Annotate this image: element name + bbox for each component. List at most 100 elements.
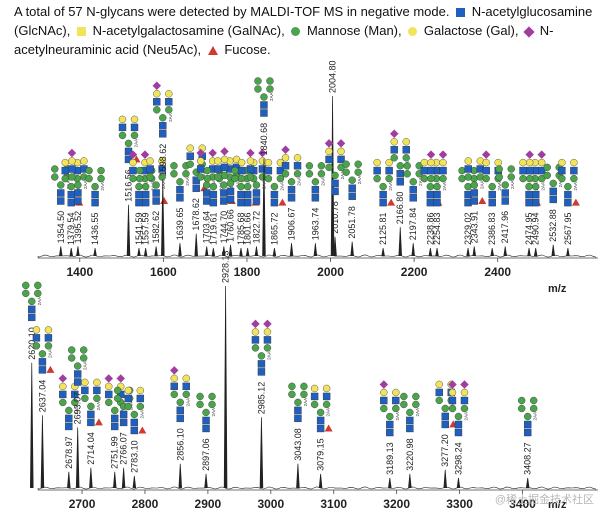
galactose-residue <box>558 158 566 167</box>
glcnac-residue <box>294 414 302 423</box>
mannose-residue <box>51 173 59 181</box>
x-tick-label: 2800 <box>132 497 159 511</box>
glcnac-residue <box>260 109 268 117</box>
neu5ac-residue <box>196 148 205 158</box>
linkage-label: 2AA <box>320 177 325 186</box>
linkage-label: 2AA <box>388 182 393 191</box>
legend-text: A total of 57 N-glycans were detected by… <box>14 4 454 19</box>
galactose-residue <box>526 158 534 167</box>
mannose-residue <box>264 174 273 183</box>
glcnac-residue <box>57 197 65 205</box>
glcnac-residue <box>270 190 279 199</box>
mannose-residue <box>526 174 534 183</box>
mannose-residue <box>135 182 143 191</box>
glcnac-residue <box>124 394 133 403</box>
glcnac-residue <box>379 190 387 199</box>
glcnac-residue <box>220 189 228 197</box>
glcnac-residue <box>379 198 387 207</box>
peak-mz-label: 2567.95 <box>563 212 573 245</box>
galactose-residue <box>325 147 333 156</box>
mannose-residue <box>532 182 540 191</box>
glcnac-residue <box>402 146 410 154</box>
glcnac-residue <box>380 396 388 405</box>
glcnac-residue <box>65 414 73 423</box>
glcnac-residue <box>135 198 143 207</box>
glcnac-residue <box>433 190 441 199</box>
neu5ac-residue <box>438 150 448 159</box>
glcnac-residue <box>74 197 82 205</box>
mannose-residue <box>203 166 212 175</box>
galactose-residue <box>322 384 331 393</box>
x-tick-label: 2400 <box>484 265 511 279</box>
mannose-residue <box>300 382 308 391</box>
glcnac-residue <box>420 166 429 175</box>
glcnac-residue <box>331 179 339 188</box>
glcnac-residue <box>135 190 143 199</box>
x-axis-title: m/z <box>548 283 567 295</box>
mannose-residue <box>170 390 178 399</box>
linkage-label: 2AA <box>161 180 166 189</box>
glcnac-residue <box>220 163 229 172</box>
spectrum-peak <box>490 247 494 257</box>
glcnac-residue <box>81 386 89 395</box>
peak-mz-label: 1963.74 <box>310 208 320 241</box>
mannose-residue <box>311 178 320 186</box>
mannose-residue <box>209 182 218 191</box>
mannose-residue <box>427 174 435 183</box>
mannose-residue <box>243 182 252 191</box>
peak-mz-label: 2714.04 <box>86 432 96 465</box>
neu5ac-residue <box>128 150 138 159</box>
galactose-residue <box>390 138 398 146</box>
spectrum-peak <box>398 227 402 257</box>
spectrum-peak <box>527 247 531 257</box>
linkage-label: 2AA <box>100 182 105 191</box>
glcnac-residue <box>331 187 339 196</box>
neu5ac-residue <box>246 148 255 158</box>
linkage-label: 2AA <box>83 361 88 370</box>
glcnac-residue <box>182 382 190 391</box>
mannose-residue <box>420 174 429 183</box>
glcnac-residue <box>470 197 478 205</box>
galactose-residue <box>380 388 388 397</box>
mannose-residue <box>129 174 137 183</box>
spectrum-peak <box>40 415 45 489</box>
linkage-label: 2AA <box>134 139 139 148</box>
glcnac-residue <box>263 336 272 344</box>
mannose-residue <box>396 162 404 170</box>
mannose-residue <box>263 344 272 352</box>
x-tick-label: 3200 <box>383 497 410 511</box>
glcnac-residue <box>409 186 417 194</box>
mannose-residue <box>412 392 420 401</box>
mannose-residue <box>257 352 266 360</box>
spectrum-peak <box>428 247 433 257</box>
peak-mz-label: 1801.66 <box>243 212 253 245</box>
mannose-residue <box>403 170 411 178</box>
mannose-residue <box>196 400 204 409</box>
mannose-residue <box>517 404 526 413</box>
mannose-residue <box>523 412 532 421</box>
mannose-residue <box>507 173 515 181</box>
galactose-residue <box>435 380 443 389</box>
glcnac-residue <box>176 414 184 423</box>
glcnac-residue <box>396 170 404 178</box>
glcnac-residue <box>237 198 245 207</box>
spectrum-peak <box>388 477 392 489</box>
linkage-label: 2AA <box>269 92 274 101</box>
peak-mz-label: 2783.10 <box>129 440 139 473</box>
glcnac-residue <box>209 190 218 199</box>
peak-mz-label: 1840.68 <box>259 123 269 156</box>
neu5ac-residue <box>263 319 272 329</box>
fucose-residue <box>138 426 147 434</box>
linkage-label: 2AA <box>74 406 79 415</box>
mannose-residue <box>59 398 67 407</box>
glcnac-residue <box>525 198 533 207</box>
galactose-residue <box>293 154 302 162</box>
x-tick-label: 1400 <box>66 265 93 279</box>
glcnac-residue <box>129 166 137 175</box>
mannose-residue <box>87 402 95 411</box>
legend-text: Mannose (Man), <box>303 23 406 38</box>
galactose-residue <box>519 158 527 167</box>
linkage-label: 2AA <box>415 408 420 417</box>
mannose-residue <box>71 398 79 407</box>
glcnac-residue <box>257 360 266 368</box>
